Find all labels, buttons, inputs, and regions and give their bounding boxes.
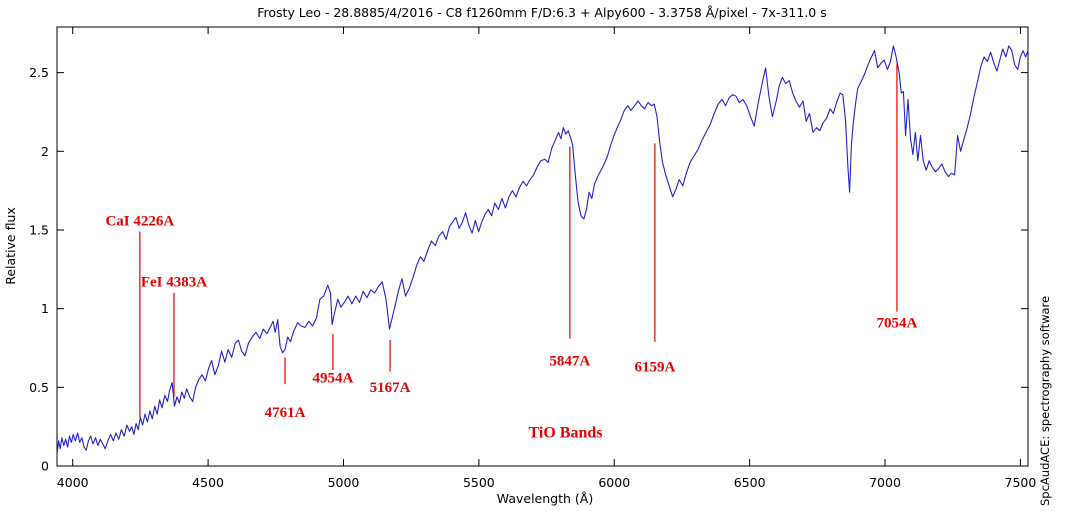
plot-border: [56, 26, 1029, 467]
y-axis-title: Relative flux: [3, 207, 18, 285]
annotation-label: 4954A: [312, 371, 353, 387]
spectral-line-annotations: CaI 4226A FeI 4383A 4761A 4954A 5167A 5847A 61…: [105, 63, 918, 442]
plot-frame: [56, 26, 1029, 467]
x-tick-label: 5500: [463, 475, 495, 490]
x-tick-label: 7500: [1005, 475, 1037, 490]
annotation-label: CaI 4226A: [105, 213, 174, 229]
x-tick-label: 4500: [192, 475, 224, 490]
y-tick-label: 2: [41, 144, 49, 159]
x-tick-label: 7000: [869, 475, 901, 490]
x-axis-title: Wavelength (Å): [497, 491, 593, 506]
x-tick-label: 6000: [598, 475, 630, 490]
annotation-label: 4761A: [265, 405, 306, 421]
y-tick-label: 0.5: [29, 380, 49, 395]
software-watermark: SpcAudACE: spectrography software: [1038, 296, 1052, 506]
y-tick-label: 0: [41, 459, 49, 474]
annotation-label: 7054A: [877, 316, 918, 332]
spectrum-polyline: [56, 45, 1029, 456]
annotation-label: 6159A: [634, 360, 675, 376]
y-tick-label: 2.5: [29, 65, 49, 80]
axis-ticks: 4000 4500 5000 5500 6000 6500 7000 7500 0 0.5 1 1.5…: [29, 27, 1036, 490]
x-tick-label: 4000: [57, 475, 89, 490]
spectrum-series: [56, 45, 1029, 456]
annotation-label: 5847A: [549, 353, 590, 369]
y-tick-label: 1.5: [29, 222, 49, 237]
y-tick-label: 1: [41, 301, 49, 316]
x-tick-label: 5000: [328, 475, 360, 490]
x-tick-label: 6500: [734, 475, 766, 490]
chart-title: Frosty Leo - 28.8885/4/2016 - C8 f1260mm…: [257, 5, 827, 20]
annotation-label: FeI 4383A: [141, 275, 207, 291]
annotation-label: TiO Bands: [529, 425, 603, 442]
annotation-label: 5167A: [370, 380, 411, 396]
